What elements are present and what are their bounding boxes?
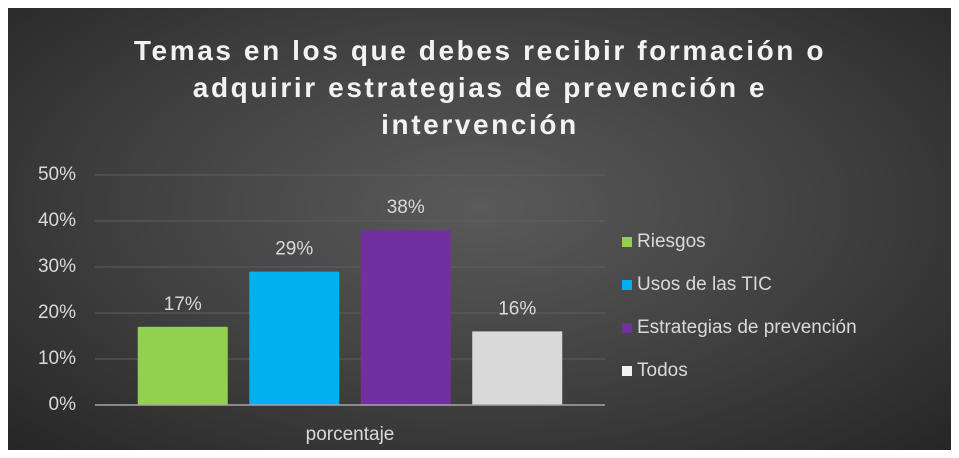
data-label: 17% [164,294,202,315]
bar [360,230,451,405]
legend-label: Riesgos [637,231,706,252]
y-tick-label: 20% [38,302,76,323]
legend-swatch [622,237,632,247]
legend-label: Usos de las TIC [637,274,772,295]
legend-swatch [622,366,632,376]
y-tick-label: 10% [38,348,76,369]
bar [137,326,228,405]
y-tick-label: 40% [38,210,76,231]
legend-label: Estrategias de prevención [637,317,857,338]
bar [472,331,563,405]
data-label: 29% [275,239,313,260]
data-label: 38% [387,197,425,218]
bar [249,271,340,405]
legend-label: Todos [637,360,688,381]
y-tick-label: 0% [49,394,77,415]
x-tick-label: porcentaje [306,424,395,445]
chart-title: Temas en los que debes recibir formación… [133,35,827,140]
data-label: 16% [498,298,536,319]
y-tick-label: 30% [38,256,76,277]
y-tick-label: 50% [38,164,76,185]
legend-swatch [622,280,632,290]
legend-swatch [622,323,632,333]
